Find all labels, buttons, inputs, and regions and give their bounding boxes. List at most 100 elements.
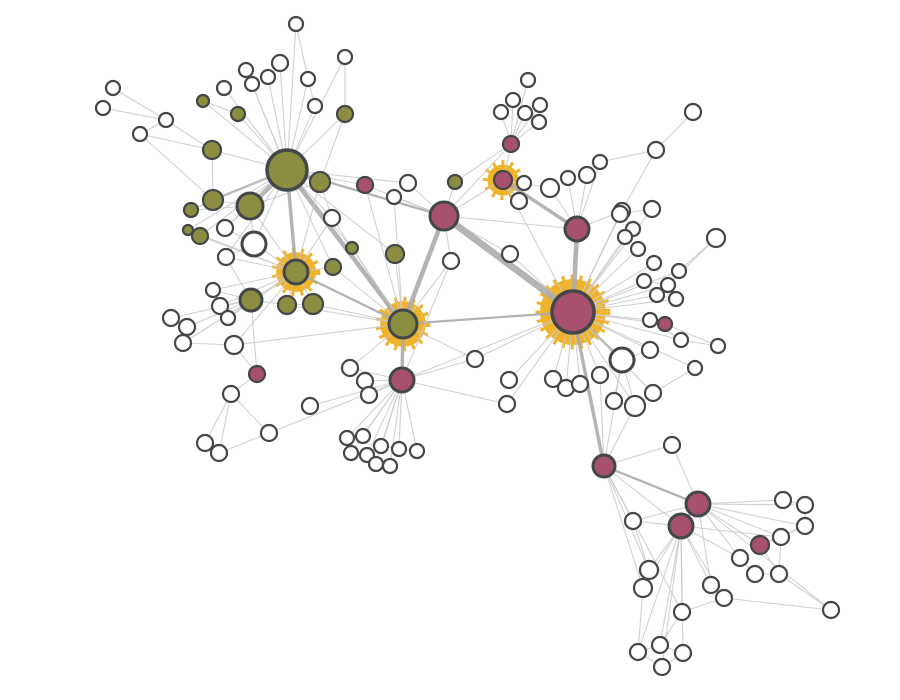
graph-node-65[interactable] (531, 96, 549, 114)
graph-node-72[interactable] (515, 174, 533, 192)
graph-node-45[interactable] (385, 188, 403, 206)
graph-node-53[interactable] (550, 289, 596, 335)
graph-node-11[interactable] (299, 70, 317, 88)
graph-node-83[interactable] (670, 262, 688, 280)
graph-node-34[interactable] (240, 230, 268, 258)
graph-node-129[interactable] (769, 564, 789, 584)
graph-node-134[interactable] (672, 602, 692, 622)
graph-node-1[interactable] (94, 99, 112, 117)
graph-node-99[interactable] (543, 369, 563, 389)
graph-node-52[interactable] (563, 215, 591, 243)
graph-node-117[interactable] (381, 457, 399, 475)
graph-node-132[interactable] (701, 575, 721, 595)
graph-node-110[interactable] (354, 427, 372, 445)
graph-node-107[interactable] (359, 385, 379, 405)
graph-node-79[interactable] (705, 227, 727, 249)
graph-node-81[interactable] (629, 240, 647, 258)
graph-node-127[interactable] (730, 548, 750, 568)
graph-node-49[interactable] (428, 200, 460, 232)
graph-node-120[interactable] (195, 433, 215, 453)
graph-node-82[interactable] (645, 254, 663, 272)
graph-node-137[interactable] (650, 635, 670, 655)
graph-node-2[interactable] (157, 111, 175, 129)
graph-node-13[interactable] (195, 93, 211, 109)
graph-node-0[interactable] (104, 79, 122, 97)
graph-node-9[interactable] (287, 15, 305, 33)
graph-node-38[interactable] (219, 309, 237, 327)
graph-node-101[interactable] (570, 374, 590, 394)
graph-node-85[interactable] (659, 276, 677, 294)
graph-node-135[interactable] (821, 600, 841, 620)
graph-node-62[interactable] (504, 91, 522, 109)
graph-node-36[interactable] (204, 281, 222, 299)
graph-node-44[interactable] (398, 173, 418, 193)
graph-node-42[interactable] (223, 334, 245, 356)
graph-node-92[interactable] (608, 346, 636, 374)
graph-node-27[interactable] (276, 294, 298, 316)
graph-node-14[interactable] (229, 105, 247, 123)
graph-node-28[interactable] (238, 287, 264, 313)
graph-node-103[interactable] (499, 370, 519, 390)
graph-node-75[interactable] (646, 140, 666, 160)
graph-node-46[interactable] (441, 251, 461, 271)
graph-node-58[interactable] (684, 490, 712, 518)
graph-node-80[interactable] (616, 228, 634, 246)
graph-node-123[interactable] (773, 490, 793, 510)
graph-node-113[interactable] (408, 442, 426, 460)
graph-node-23[interactable] (190, 226, 210, 246)
graph-node-15[interactable] (335, 104, 355, 124)
graph-node-73[interactable] (509, 191, 529, 211)
graph-node-74[interactable] (683, 102, 703, 122)
graph-node-95[interactable] (643, 383, 663, 403)
graph-node-96[interactable] (686, 359, 704, 377)
graph-node-111[interactable] (372, 437, 390, 455)
graph-node-93[interactable] (604, 391, 624, 411)
graph-node-61[interactable] (519, 71, 537, 89)
graph-node-128[interactable] (745, 564, 765, 584)
graph-node-139[interactable] (652, 657, 672, 677)
graph-node-138[interactable] (673, 643, 693, 663)
graph-node-109[interactable] (338, 429, 356, 447)
graph-node-133[interactable] (714, 588, 734, 608)
graph-node-68[interactable] (559, 169, 577, 187)
graph-node-40[interactable] (177, 317, 197, 337)
graph-node-122[interactable] (623, 511, 643, 531)
graph-node-5[interactable] (237, 61, 255, 79)
graph-node-70[interactable] (591, 153, 609, 171)
graph-node-33[interactable] (215, 218, 235, 238)
graph-node-98[interactable] (662, 435, 682, 455)
graph-node-108[interactable] (300, 396, 320, 416)
graph-node-88[interactable] (641, 311, 659, 329)
graph-node-20[interactable] (265, 148, 309, 192)
graph-node-66[interactable] (530, 113, 548, 131)
graph-node-19[interactable] (182, 201, 200, 219)
graph-node-112[interactable] (390, 440, 408, 458)
graph-node-7[interactable] (259, 68, 277, 86)
graph-node-130[interactable] (638, 559, 660, 581)
graph-node-60[interactable] (749, 534, 771, 556)
graph-node-51[interactable] (492, 169, 514, 191)
graph-node-105[interactable] (340, 358, 360, 378)
graph-node-67[interactable] (539, 177, 561, 199)
graph-node-25[interactable] (323, 257, 343, 277)
graph-node-35[interactable] (216, 247, 236, 267)
graph-node-31[interactable] (387, 308, 419, 340)
graph-node-16[interactable] (201, 139, 223, 161)
graph-node-18[interactable] (235, 191, 265, 221)
graph-node-116[interactable] (367, 455, 385, 473)
graph-node-17[interactable] (201, 188, 225, 212)
graph-node-54[interactable] (388, 366, 416, 394)
graph-node-64[interactable] (516, 104, 534, 122)
graph-node-55[interactable] (247, 364, 267, 384)
graph-node-8[interactable] (270, 53, 290, 73)
graph-node-32[interactable] (446, 173, 464, 191)
graph-node-77[interactable] (642, 199, 662, 219)
graph-node-21[interactable] (308, 170, 332, 194)
graph-node-30[interactable] (384, 243, 406, 265)
graph-node-84[interactable] (635, 272, 653, 290)
graph-node-41[interactable] (173, 333, 193, 353)
graph-node-76[interactable] (610, 204, 630, 224)
graph-node-39[interactable] (161, 308, 181, 328)
graph-node-4[interactable] (215, 79, 233, 97)
graph-node-118[interactable] (221, 384, 241, 404)
